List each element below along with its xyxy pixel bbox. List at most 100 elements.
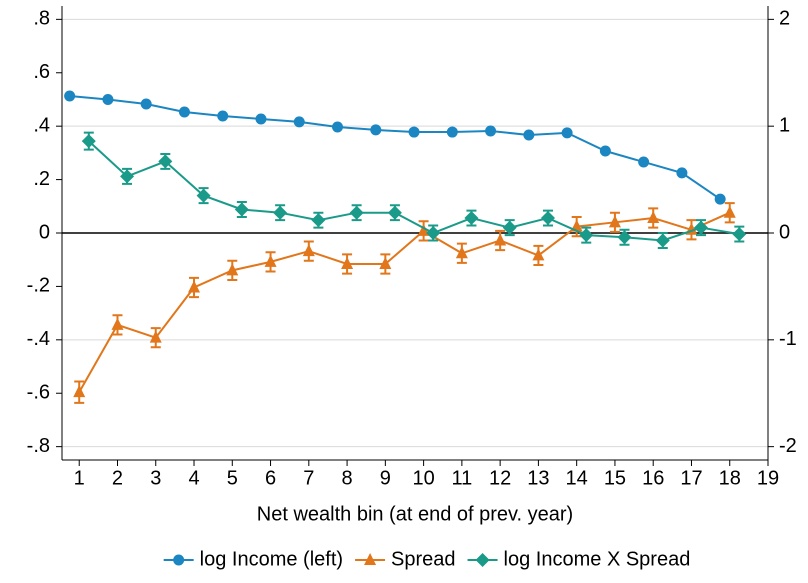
marker — [196, 188, 211, 203]
y2-tick-label: 0 — [779, 221, 790, 243]
marker — [485, 125, 497, 137]
marker — [64, 90, 76, 102]
series-line — [88, 140, 740, 242]
marker — [502, 220, 517, 235]
x-axis-label: Net wealth bin (at end of prev. year) — [257, 503, 573, 525]
y2-tick-label: 1 — [779, 114, 790, 136]
marker — [302, 244, 315, 257]
x-tick-label: 2 — [112, 467, 123, 489]
marker — [638, 156, 650, 168]
marker — [217, 110, 229, 122]
marker — [647, 211, 660, 224]
x-tick-label: 13 — [527, 467, 549, 489]
legend-item: log Income X Spread — [467, 548, 691, 570]
y-tick-label: -.4 — [27, 328, 50, 350]
marker — [255, 113, 267, 125]
marker — [408, 126, 420, 138]
marker — [140, 98, 152, 110]
marker — [475, 553, 490, 567]
series-line — [69, 95, 721, 200]
x-tick-label: 6 — [265, 467, 276, 489]
x-tick-label: 19 — [757, 467, 779, 489]
marker — [694, 220, 709, 235]
marker — [464, 211, 479, 226]
marker — [540, 211, 555, 226]
marker — [532, 248, 545, 261]
x-tick-label: 11 — [451, 467, 472, 489]
x-tick-label: 8 — [342, 467, 353, 489]
x-tick-label: 3 — [150, 467, 161, 489]
y-tick-label: -.8 — [27, 435, 50, 457]
legend-item: Spread — [355, 548, 456, 570]
marker — [73, 385, 86, 398]
marker — [332, 121, 344, 133]
x-tick-label: 10 — [412, 467, 434, 489]
marker — [188, 280, 201, 293]
marker — [723, 205, 736, 218]
y-tick-label: 0 — [39, 221, 50, 243]
x-tick-label: 9 — [380, 467, 391, 489]
marker — [655, 233, 670, 248]
x-tick-label: 15 — [604, 467, 626, 489]
marker — [264, 254, 277, 267]
marker — [102, 93, 114, 105]
marker — [149, 330, 162, 343]
marker — [81, 134, 96, 149]
marker — [523, 129, 535, 141]
x-tick-label: 7 — [303, 467, 314, 489]
marker — [617, 230, 632, 245]
marker — [579, 228, 594, 243]
marker — [158, 154, 173, 169]
y2-tick-label: 2 — [779, 8, 790, 30]
y-tick-label: -.6 — [27, 382, 50, 404]
marker — [426, 226, 441, 240]
marker — [364, 553, 377, 565]
marker — [341, 256, 354, 269]
marker — [311, 213, 326, 228]
marker — [370, 124, 382, 136]
x-tick-label: 12 — [489, 467, 511, 489]
marker — [173, 554, 185, 566]
marker — [387, 205, 402, 220]
x-tick-label: 4 — [188, 467, 199, 489]
marker — [608, 215, 621, 228]
x-tick-label: 5 — [227, 467, 238, 489]
series-line — [78, 211, 731, 393]
y-tick-label: .8 — [33, 8, 50, 30]
x-tick-label: 18 — [719, 467, 741, 489]
marker — [494, 233, 507, 246]
marker — [234, 202, 249, 217]
x-tick-label: 17 — [680, 467, 702, 489]
marker — [561, 127, 573, 139]
marker — [732, 227, 747, 242]
y2-tick-label: -1 — [779, 328, 797, 350]
x-tick-label: 16 — [642, 467, 664, 489]
marker — [273, 205, 288, 220]
legend-label: Spread — [391, 548, 456, 570]
marker — [111, 317, 124, 330]
marker — [676, 167, 688, 179]
y-tick-label: .2 — [33, 168, 50, 190]
legend-label: log Income X Spread — [504, 548, 691, 570]
marker — [120, 169, 135, 184]
legend: log Income (left) Spread log Income X Spre… — [163, 548, 691, 570]
marker — [714, 193, 726, 205]
marker — [349, 205, 364, 220]
marker — [599, 145, 611, 157]
marker — [446, 126, 458, 138]
legend-item: log Income (left) — [163, 548, 343, 570]
marker — [379, 256, 392, 269]
legend-label: log Income (left) — [200, 548, 343, 570]
y-tick-label: .6 — [33, 61, 50, 83]
y2-tick-label: -2 — [779, 435, 797, 457]
marker — [178, 106, 190, 118]
marker — [455, 246, 468, 259]
marker — [226, 263, 239, 276]
y-tick-label: .4 — [33, 114, 50, 136]
marker — [293, 116, 305, 128]
y-tick-label: -.2 — [27, 275, 50, 297]
x-tick-label: 1 — [74, 467, 85, 489]
x-tick-label: 14 — [566, 467, 588, 489]
